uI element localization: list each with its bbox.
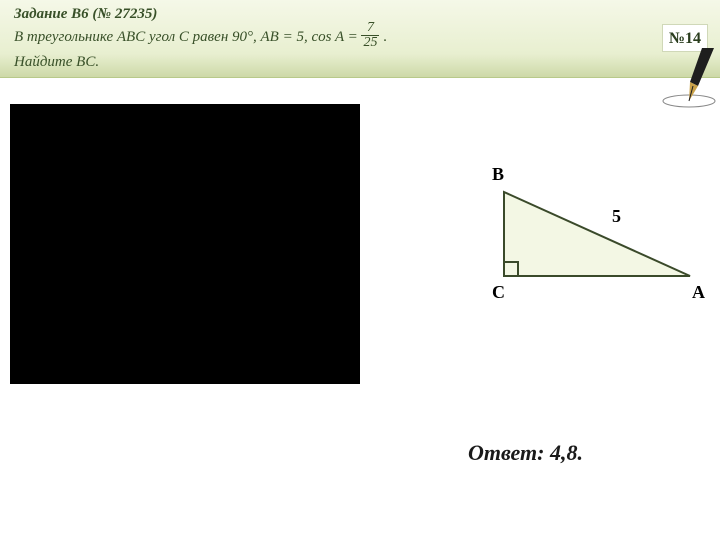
pen-icon bbox=[658, 46, 720, 108]
side-ab-label: 5 bbox=[612, 206, 621, 227]
task-line-post: . bbox=[383, 29, 387, 45]
vertex-a-label: A bbox=[692, 282, 705, 303]
triangle-figure: B C A 5 bbox=[492, 180, 706, 310]
header-bar: Задание B6 (№ 27235) В треугольнике ABC … bbox=[0, 0, 720, 78]
task-text: В треугольнике ABC угол C равен 90°, AB … bbox=[14, 23, 706, 72]
fraction-num: 7 bbox=[361, 21, 379, 36]
fraction: 7 25 bbox=[361, 21, 379, 50]
fraction-den: 25 bbox=[361, 36, 379, 50]
vertex-b-label: B bbox=[492, 164, 504, 185]
task-line-pre: В треугольнике ABC угол C равен 90°, AB … bbox=[14, 29, 361, 45]
task-title: Задание B6 (№ 27235) bbox=[14, 6, 706, 23]
vertex-c-label: C bbox=[492, 282, 505, 303]
task-line2: Найдите BC. bbox=[14, 54, 99, 70]
triangle-shape bbox=[504, 192, 690, 276]
answer-text: Ответ: 4,8. bbox=[468, 440, 583, 466]
triangle-svg bbox=[492, 180, 706, 310]
pen-body bbox=[690, 48, 714, 86]
content-black-box bbox=[10, 104, 360, 384]
